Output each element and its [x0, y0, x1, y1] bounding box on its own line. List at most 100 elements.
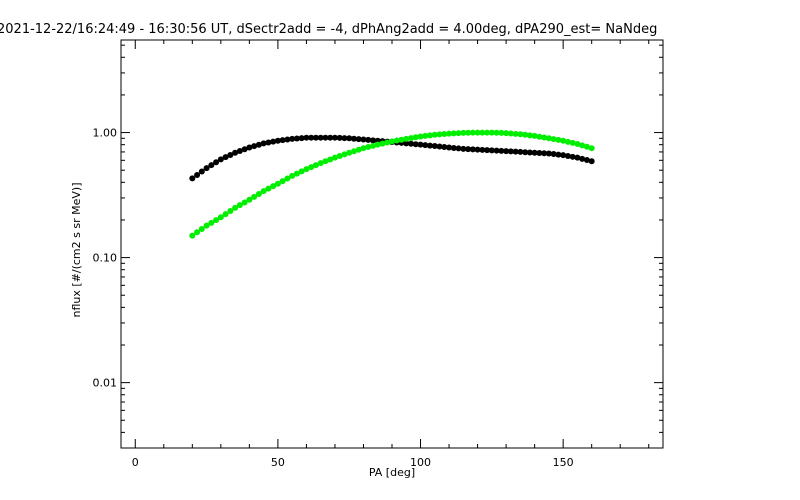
- series-dot: [579, 142, 586, 149]
- series-dot: [369, 142, 376, 149]
- data-point: [460, 145, 467, 152]
- series-dot: [308, 134, 315, 141]
- series-dot: [526, 132, 533, 139]
- series-dot: [369, 137, 376, 144]
- series-dot: [255, 141, 262, 148]
- series-dot: [208, 162, 215, 169]
- series-dot: [564, 152, 571, 159]
- series-dot: [455, 145, 462, 152]
- data-point: [217, 156, 224, 163]
- series-dot: [208, 219, 215, 226]
- data-point: [360, 145, 367, 152]
- data-point: [346, 149, 353, 156]
- data-point: [488, 147, 495, 154]
- series-dot: [350, 148, 357, 155]
- data-point: [460, 129, 467, 136]
- series-dot: [422, 132, 429, 139]
- series-dot: [236, 147, 243, 154]
- y-tick-label: 0.01: [93, 377, 118, 390]
- data-point: [303, 166, 310, 173]
- series-dot: [512, 148, 519, 155]
- series-dot: [412, 134, 419, 141]
- series-dot: [270, 183, 277, 190]
- series-dot: [493, 147, 500, 154]
- series-dot: [393, 137, 400, 144]
- data-point: [503, 148, 510, 155]
- x-axis-label: PA [deg]: [369, 466, 415, 479]
- data-point: [360, 136, 367, 143]
- series-dot: [284, 175, 291, 182]
- data-point: [474, 129, 481, 136]
- y-axis-label: nflux [#/(cm2 s sr MeV)]: [70, 183, 83, 318]
- x-tick-label: 0: [132, 456, 139, 469]
- series-dot: [384, 139, 391, 146]
- series-dot: [479, 146, 486, 153]
- data-point: [331, 154, 338, 161]
- data-point: [246, 144, 253, 151]
- series-dot: [227, 207, 234, 214]
- series-dot: [198, 225, 205, 232]
- series-dot: [336, 134, 343, 141]
- series-dot: [194, 229, 201, 236]
- data-point: [246, 196, 253, 203]
- tick-labels: 0 50 100 150 0.01 0.10 1.00: [93, 127, 574, 469]
- data-point: [417, 133, 424, 140]
- series-dot: [251, 193, 258, 200]
- series-dot: [322, 158, 329, 165]
- data-point: [303, 134, 310, 141]
- data-point: [431, 131, 438, 138]
- series-dot: [498, 129, 505, 136]
- series-dot: [341, 151, 348, 158]
- series-dot: [213, 159, 220, 166]
- data-point: [317, 134, 324, 141]
- series-dot: [298, 135, 305, 142]
- series-dot: [341, 135, 348, 142]
- series-dot: [422, 142, 429, 149]
- series-dot: [536, 133, 543, 140]
- series-dot: [427, 142, 434, 149]
- data-point: [517, 148, 524, 155]
- series-dot: [365, 144, 372, 151]
- series-dot: [265, 185, 272, 192]
- series-dot: [541, 150, 548, 157]
- series-dot: [336, 153, 343, 160]
- series-dot: [507, 148, 514, 155]
- series-dot: [241, 146, 248, 153]
- data-point: [274, 137, 281, 144]
- data-point: [446, 130, 453, 137]
- series-dot: [469, 129, 476, 136]
- series-dot: [450, 144, 457, 151]
- series-dot: [308, 164, 315, 171]
- data-point: [446, 144, 453, 151]
- data-point: [346, 135, 353, 142]
- series-dot: [555, 136, 562, 143]
- series-dot: [355, 136, 362, 143]
- series-dot: [398, 136, 405, 143]
- series-dot: [579, 155, 586, 162]
- plot-frame: [120, 39, 664, 449]
- series-dot: [265, 139, 272, 146]
- series-dot: [293, 135, 300, 142]
- data-point: [574, 141, 581, 148]
- data-point: [488, 129, 495, 136]
- data-point: [474, 146, 481, 153]
- series-dot: [526, 149, 533, 156]
- data-point: [289, 135, 296, 142]
- series-dot: [493, 129, 500, 136]
- series-dot: [550, 151, 557, 158]
- series-dot: [522, 131, 529, 138]
- series-dot: [564, 138, 571, 145]
- series-dot: [213, 217, 220, 224]
- series-dot: [522, 149, 529, 156]
- series-dot: [512, 130, 519, 137]
- series-dot: [507, 130, 514, 137]
- series-dot: [279, 137, 286, 144]
- data-point: [232, 204, 239, 211]
- axis-ticks: [121, 40, 663, 449]
- series-dot: [355, 146, 362, 153]
- data-point: [374, 141, 381, 148]
- series-dot: [536, 149, 543, 156]
- series-dot: [465, 129, 472, 136]
- series-dot: [469, 146, 476, 153]
- series-dot: [236, 202, 243, 209]
